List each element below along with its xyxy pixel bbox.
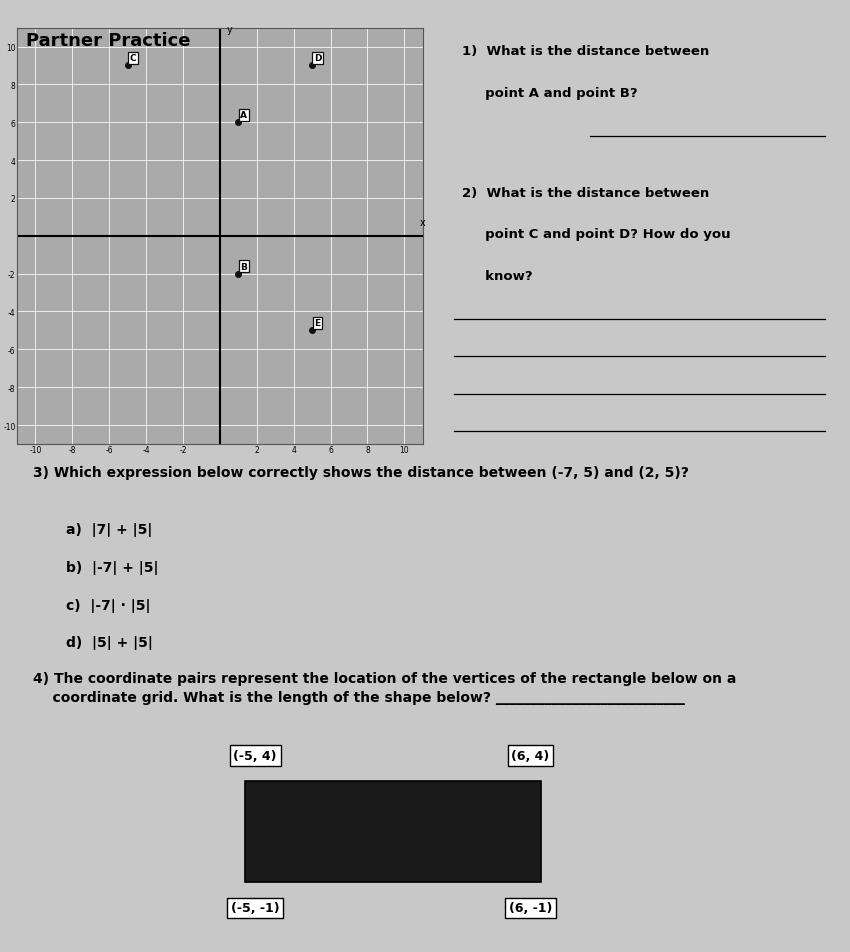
Text: A: A [241, 111, 247, 120]
Text: (6, -1): (6, -1) [508, 902, 552, 914]
Text: B: B [241, 262, 247, 271]
FancyBboxPatch shape [245, 782, 541, 883]
Text: y: y [226, 26, 232, 35]
Text: D: D [314, 54, 321, 63]
Text: 4) The coordinate pairs represent the location of the vertices of the rectangle : 4) The coordinate pairs represent the lo… [33, 671, 737, 704]
Text: c)  |-7| · |5|: c) |-7| · |5| [66, 598, 150, 612]
Text: a)  |7| + |5|: a) |7| + |5| [66, 523, 152, 536]
Text: E: E [314, 319, 320, 328]
Text: b)  |-7| + |5|: b) |-7| + |5| [66, 560, 158, 574]
Text: C: C [130, 54, 137, 63]
Text: 3) Which expression below correctly shows the distance between (-7, 5) and (2, 5: 3) Which expression below correctly show… [33, 466, 689, 480]
Text: (6, 4): (6, 4) [512, 749, 550, 763]
Text: x: x [420, 218, 426, 228]
Text: 2)  What is the distance between: 2) What is the distance between [462, 187, 709, 200]
Text: (-5, -1): (-5, -1) [230, 902, 280, 914]
Text: point A and point B?: point A and point B? [462, 87, 638, 100]
Text: know?: know? [462, 269, 533, 283]
Text: point C and point D? How do you: point C and point D? How do you [462, 228, 731, 241]
Text: Partner Practice: Partner Practice [26, 32, 190, 50]
Text: 1)  What is the distance between: 1) What is the distance between [462, 45, 709, 58]
Text: (-5, 4): (-5, 4) [233, 749, 277, 763]
Text: d)  |5| + |5|: d) |5| + |5| [66, 636, 153, 650]
